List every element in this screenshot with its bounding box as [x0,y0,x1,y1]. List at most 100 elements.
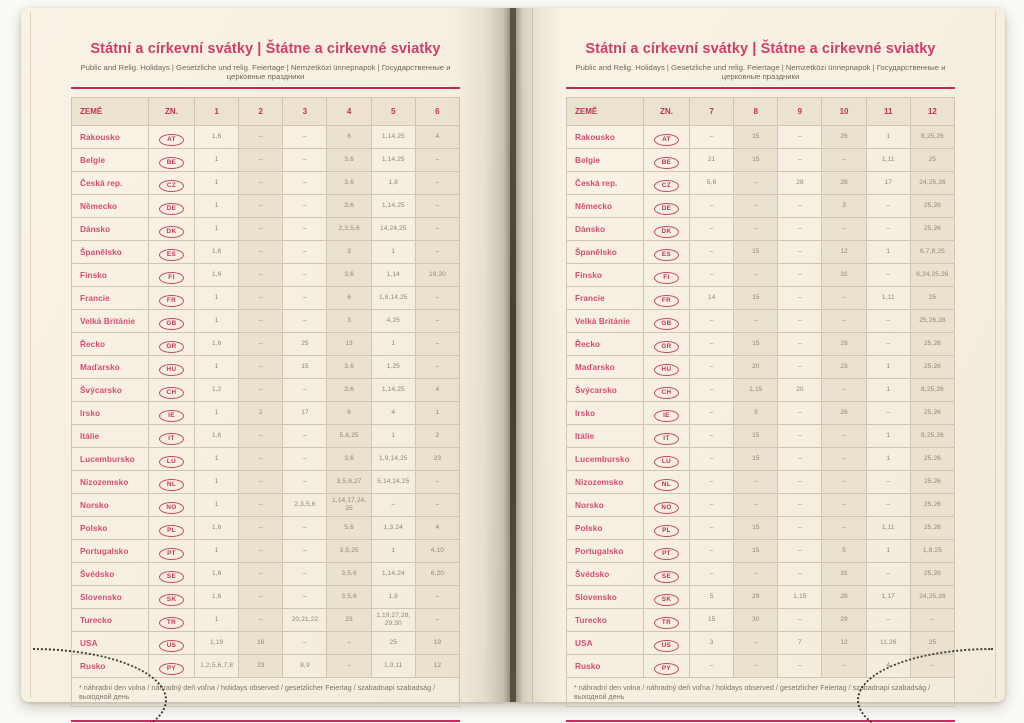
holiday-days-cell: 3, 6 [326,263,372,287]
holiday-days-cell: 23 [238,654,284,678]
table-row-norsko: Norsko NO – – – – –25, 26 [566,493,956,517]
holiday-days-cell: – [688,493,735,517]
country-name: USA [71,631,149,655]
country-name: Turecko [71,608,149,632]
holiday-days-cell: 1, 11 [865,148,911,172]
holiday-days-cell: – [733,194,779,218]
country-code-cell: CH [643,378,690,402]
holiday-days-cell: 4 [414,378,461,402]
country-code-cell: GB [643,309,690,333]
holiday-days-cell: 2, 3, 5, 6 [282,493,328,517]
country-code-badge: PT [159,547,184,561]
column-header-month-12: 12 [909,97,956,126]
holiday-days-cell: 15 [733,516,779,540]
country-name: Francie [566,286,644,310]
country-name: Norsko [71,493,149,517]
holiday-days-cell: 29 [821,608,867,632]
table-row--ecko: Řecko GR 1, 6–25 13 1– [71,332,461,356]
holiday-days-cell: – [414,148,461,172]
holiday-days-cell: 1, 6 [193,263,240,287]
holiday-days-cell: – [414,608,461,632]
country-code-badge: PY [159,662,184,676]
holiday-days-cell: 15 [733,240,779,264]
holiday-days-cell: – [865,263,911,287]
country-code-cell: HU [643,355,690,379]
country-code-cell: IE [148,401,195,425]
country-code-badge: GR [654,340,679,354]
holiday-days-cell: 11, 26 [865,631,911,655]
holiday-days-cell: – [688,470,735,494]
holiday-days-cell: – [777,516,823,540]
holiday-days-cell: 25, 26 [909,355,956,379]
holiday-days-cell: – [414,493,461,517]
holiday-days-cell: 14 [688,286,735,310]
country-code-cell: PT [148,539,195,563]
holiday-days-cell: 1, 14, 24 [370,562,416,586]
holiday-days-cell: 1 [414,401,461,425]
table-row-belgie: Belgie BE 1– –3, 6 1, 14, 25– [71,148,461,172]
holiday-days-cell: 1 [193,171,240,195]
holiday-days-cell: 4 [414,125,461,149]
holiday-days-cell: – [865,194,911,218]
holiday-days-cell: 12 [821,631,867,655]
table-row-finsko: Finsko FI 1, 6– –3, 6 1, 14 19, 20 [71,263,461,287]
holiday-days-cell: – [238,585,284,609]
holiday-days-cell: 3 [326,309,372,333]
table-header-row: ZEMĚ ZN. 1 2 3 4 5 6 [71,97,461,126]
holiday-days-cell: 13 [326,332,372,356]
holiday-days-cell: 1, 19, 27, 28, 29, 30 [370,608,416,632]
holiday-days-cell: 1, 11 [865,286,911,310]
holiday-days-cell: – [777,286,823,310]
country-code-badge: TR [654,616,679,630]
country-code-cell: AT [148,125,195,149]
holiday-days-cell: – [238,332,284,356]
holiday-days-cell: 1, 9, 11 [370,654,416,678]
holiday-days-cell: 1, 6 [193,240,240,264]
footnote-row: * náhradní den volna / náhradný deň voľn… [566,677,955,707]
table-row-polsko: Polsko PL –15– –1, 11 25, 26 [566,516,956,540]
table-row-slovensko: Slovensko SK 5 29 1, 15 28 1, 17 24, 25, 26 [566,585,956,609]
holiday-days-cell: 24, 25, 26 [909,171,956,195]
holiday-days-cell: 1 [370,332,416,356]
column-header-month-4: 4 [326,97,372,126]
country-name: Španělsko [566,240,644,264]
country-code-badge: PL [159,524,184,538]
footnote: * náhradní den volna / náhradný deň voľn… [566,677,955,707]
holiday-days-cell: – [733,654,779,678]
holiday-days-cell: 5, 6 [326,516,372,540]
country-name: Finsko [566,263,644,287]
holiday-days-cell: 15 [733,286,779,310]
holiday-days-cell: – [326,631,372,655]
holiday-days-cell: 6, 20 [414,562,461,586]
holiday-days-cell: – [821,447,867,471]
country-name: Rusko [566,654,644,678]
holiday-days-cell: 1, 15 [733,378,779,402]
holiday-days-cell: – [282,516,328,540]
table-row-turecko: Turecko TR 1–20, 21, 22 23 1, 19, 27, 28, 29… [71,608,461,632]
holiday-days-cell: – [777,493,823,517]
country-name: Portugalsko [566,539,644,563]
country-code-badge: CZ [159,179,184,193]
holiday-days-cell: 1 [193,309,240,333]
country-name: Slovensko [566,585,644,609]
country-name: Turecko [566,608,644,632]
holiday-days-cell: 1 [865,378,911,402]
country-name: Belgie [71,148,149,172]
country-code-cell: NL [643,470,690,494]
holiday-days-cell: 15 [282,355,328,379]
holiday-days-cell: 3, 5, 6 [326,562,372,586]
country-code-cell: TR [643,608,690,632]
holiday-days-cell: – [688,424,735,448]
country-code-cell: SE [643,562,690,586]
holiday-days-cell: 2, 3, 5, 6 [326,217,372,241]
holiday-days-cell: 3 [821,194,867,218]
holiday-days-cell: 1, 6 [193,585,240,609]
country-code-badge: NO [654,501,679,515]
holiday-days-cell: 4 [865,654,911,678]
holiday-days-cell: – [282,263,328,287]
country-name: Lucembursko [71,447,149,471]
holiday-days-cell: – [733,217,779,241]
holiday-days-cell: – [238,562,284,586]
country-name: Irsko [566,401,644,425]
column-header-code: ZN. [643,97,690,126]
